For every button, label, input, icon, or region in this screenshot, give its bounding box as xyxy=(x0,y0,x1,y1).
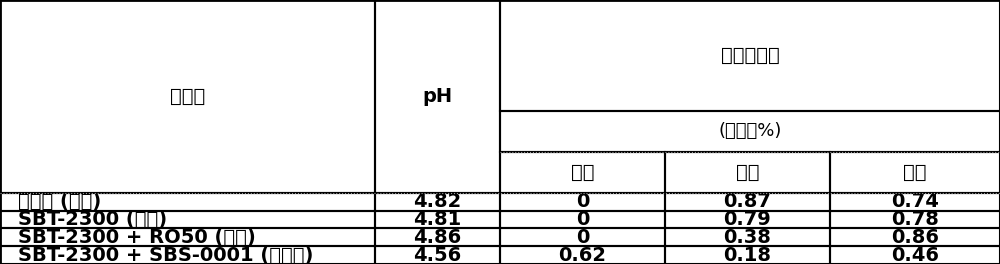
Text: 0.18: 0.18 xyxy=(724,246,772,264)
Text: 0.78: 0.78 xyxy=(891,210,939,229)
Text: 0: 0 xyxy=(576,210,589,229)
Text: 0.87: 0.87 xyxy=(724,192,771,211)
Bar xyxy=(665,152,830,193)
Bar xyxy=(0,246,375,264)
Bar xyxy=(665,211,830,228)
Text: 处理区: 处理区 xyxy=(170,87,205,106)
Bar xyxy=(500,246,665,264)
Bar xyxy=(375,0,500,193)
Text: 4.82: 4.82 xyxy=(413,192,462,211)
Text: 4.56: 4.56 xyxy=(413,246,462,264)
Text: SBT-2300 + RO50 (对照): SBT-2300 + RO50 (对照) xyxy=(18,228,256,247)
Bar xyxy=(830,193,1000,211)
Text: 0: 0 xyxy=(576,228,589,247)
Bar xyxy=(0,193,375,211)
Text: 乳酸: 乳酸 xyxy=(571,163,594,182)
Bar xyxy=(830,152,1000,193)
Text: 4.81: 4.81 xyxy=(413,210,462,229)
Text: 0.46: 0.46 xyxy=(891,246,939,264)
Bar xyxy=(500,228,665,246)
Bar xyxy=(375,246,500,264)
Bar xyxy=(665,246,830,264)
Text: 乙酸: 乙酸 xyxy=(736,163,759,182)
Bar xyxy=(0,211,375,228)
Text: 0.38: 0.38 xyxy=(724,228,771,247)
Text: 0.86: 0.86 xyxy=(891,228,939,247)
Text: 有机酸含量: 有机酸含量 xyxy=(721,46,779,65)
Text: (原料物%): (原料物%) xyxy=(718,122,782,140)
Bar xyxy=(500,152,665,193)
Text: 4.86: 4.86 xyxy=(413,228,462,247)
Text: 0.62: 0.62 xyxy=(558,246,606,264)
Text: 丁酸: 丁酸 xyxy=(903,163,927,182)
Bar xyxy=(500,111,1000,152)
Bar xyxy=(500,211,665,228)
Text: SBT-2300 (对照): SBT-2300 (对照) xyxy=(18,210,167,229)
Bar xyxy=(830,211,1000,228)
Bar xyxy=(0,0,375,193)
Text: 0.74: 0.74 xyxy=(891,192,939,211)
Bar xyxy=(830,228,1000,246)
Text: 0: 0 xyxy=(576,192,589,211)
Bar xyxy=(375,228,500,246)
Bar xyxy=(375,193,500,211)
Text: SBT-2300 + SBS-0001 (实施例): SBT-2300 + SBS-0001 (实施例) xyxy=(18,246,313,264)
Bar xyxy=(375,211,500,228)
Text: pH: pH xyxy=(422,87,453,106)
Text: 0.79: 0.79 xyxy=(724,210,771,229)
Bar xyxy=(665,193,830,211)
Text: 未添加 (对照): 未添加 (对照) xyxy=(18,192,101,211)
Bar xyxy=(0,228,375,246)
Bar xyxy=(665,228,830,246)
Bar xyxy=(500,0,1000,111)
Bar xyxy=(830,246,1000,264)
Bar xyxy=(500,193,665,211)
